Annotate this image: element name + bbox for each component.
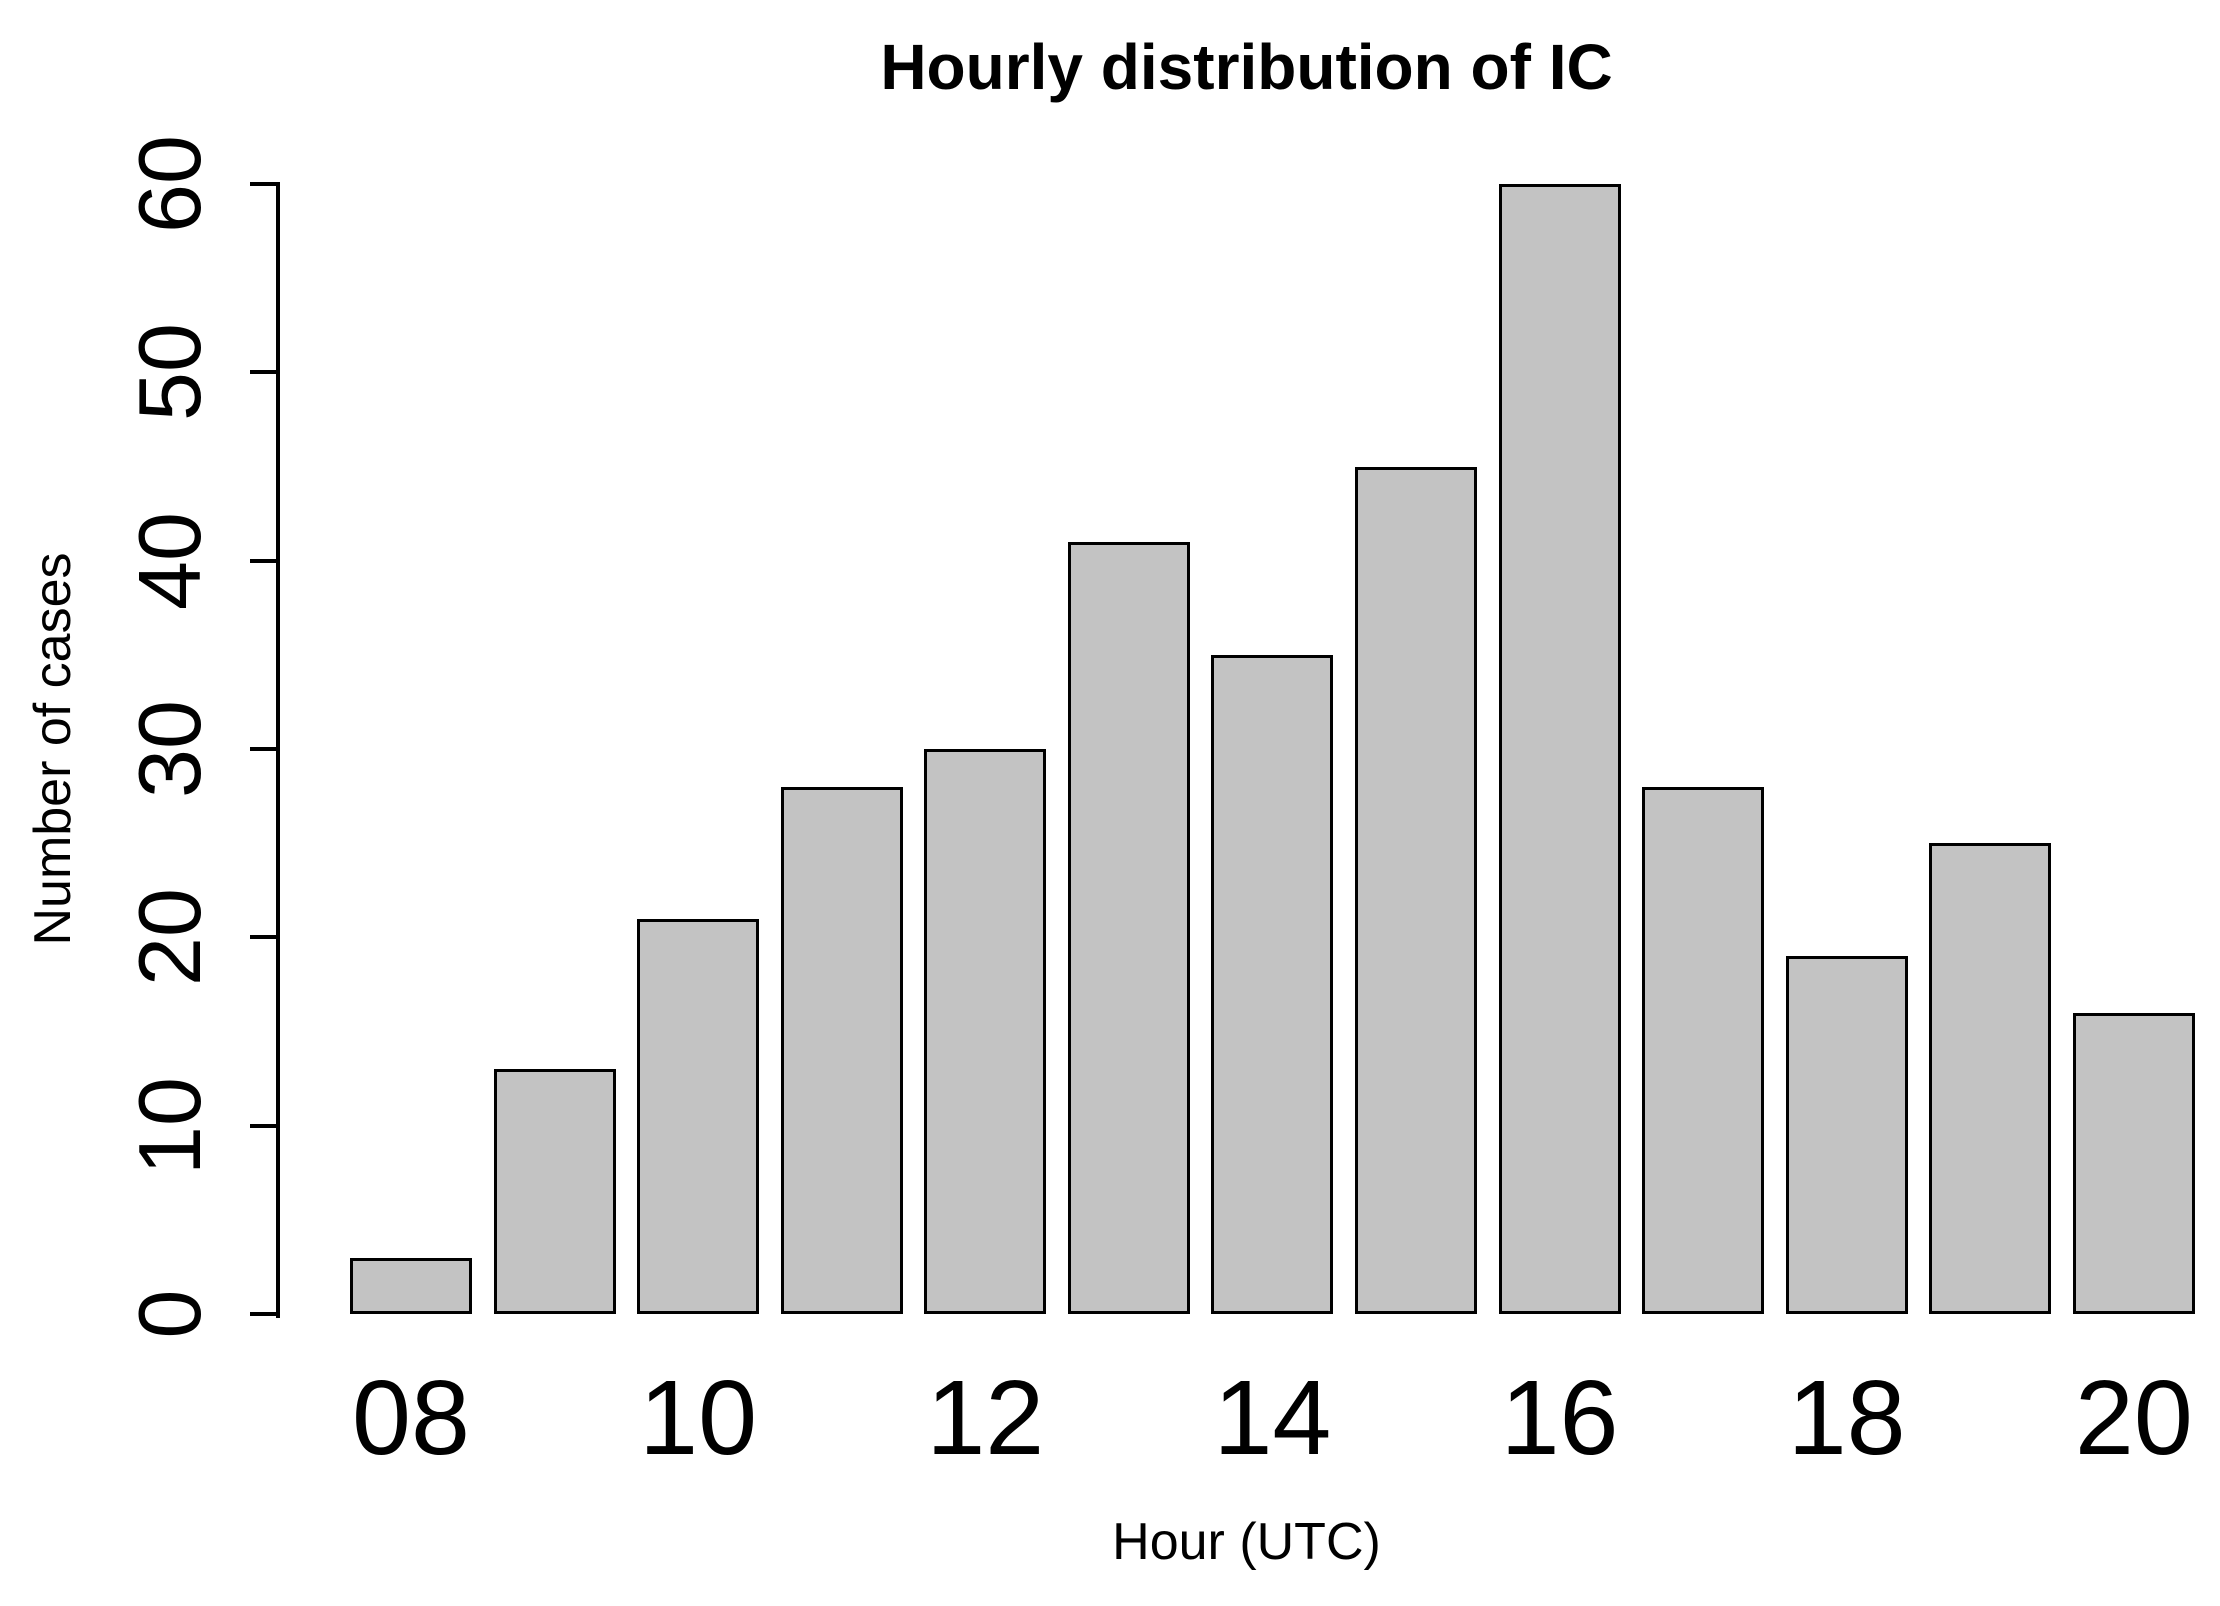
y-tick-label-text: 50	[120, 323, 219, 422]
y-tick-label-text: 60	[120, 135, 219, 233]
bar-hour-09	[493, 1069, 616, 1314]
y-tick-mark-50	[250, 370, 278, 375]
x-tick-label-18: 18	[1787, 1359, 1906, 1477]
y-tick-mark-10	[250, 1123, 278, 1128]
x-axis-title: Hour (UTC)	[1112, 1513, 1381, 1571]
y-tick-mark-60	[250, 182, 278, 186]
y-tick-mark-20	[250, 935, 278, 940]
y-tick-label-text: 20	[120, 888, 219, 987]
bar-hour-18	[1785, 956, 1908, 1314]
x-tick-label-20: 20	[2074, 1359, 2193, 1477]
y-axis-line	[276, 182, 280, 1318]
x-tick-label-10: 10	[639, 1359, 758, 1477]
y-tick-label-text: 10	[120, 1076, 219, 1175]
chart-title: Hourly distribution of IC	[880, 31, 1613, 103]
x-tick-label-14: 14	[1213, 1359, 1332, 1477]
bar-hour-16	[1498, 184, 1621, 1314]
bar-hour-15	[1354, 466, 1477, 1314]
bar-hour-19	[1929, 843, 2052, 1314]
bar-hour-17	[1642, 786, 1765, 1314]
bar-hour-13	[1067, 541, 1190, 1314]
y-tick-mark-0	[250, 1312, 278, 1316]
y-tick-label-text: 0	[120, 1289, 219, 1339]
x-tick-label-12: 12	[926, 1359, 1045, 1477]
bar-hour-10	[637, 918, 760, 1314]
bar-hour-14	[1211, 654, 1334, 1314]
bar-hour-12	[924, 749, 1047, 1314]
y-tick-label-text: 40	[120, 511, 219, 610]
x-tick-label-08: 08	[352, 1359, 470, 1477]
y-tick-label-text: 30	[120, 700, 219, 798]
bar-hour-20	[2072, 1012, 2195, 1314]
y-axis-title-text: Number of cases	[24, 552, 82, 946]
bar-hour-08	[350, 1257, 472, 1314]
bar-hour-11	[780, 786, 903, 1314]
y-tick-mark-30	[250, 747, 278, 751]
y-tick-mark-40	[250, 558, 278, 563]
x-tick-label-16: 16	[1500, 1359, 1619, 1477]
